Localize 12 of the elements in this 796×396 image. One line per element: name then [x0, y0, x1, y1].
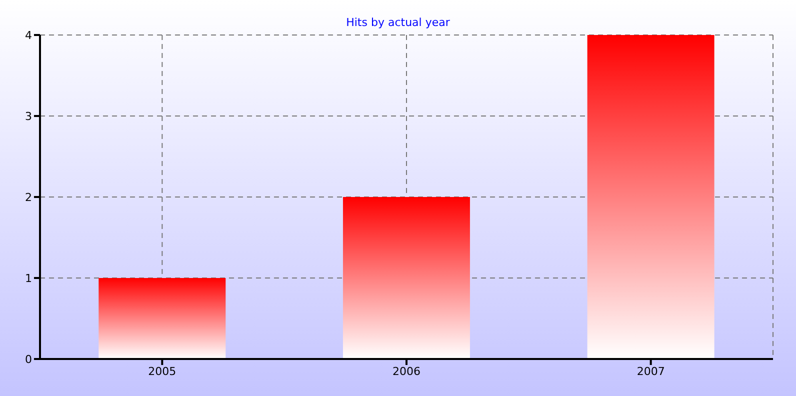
bar: [342, 197, 470, 359]
y-tick-label: 2: [25, 190, 32, 204]
bar: [587, 35, 714, 359]
x-tick-label: 2005: [148, 364, 176, 378]
y-tick-label: 4: [25, 28, 32, 42]
x-tick-label: 2006: [392, 364, 420, 378]
chart-title: Hits by actual year: [345, 16, 451, 29]
bar: [98, 278, 226, 359]
x-tick-label: 2007: [636, 364, 665, 378]
y-tick-label: 0: [25, 352, 32, 366]
y-tick-label: 3: [25, 110, 32, 123]
y-tick-label: 1: [25, 272, 32, 285]
